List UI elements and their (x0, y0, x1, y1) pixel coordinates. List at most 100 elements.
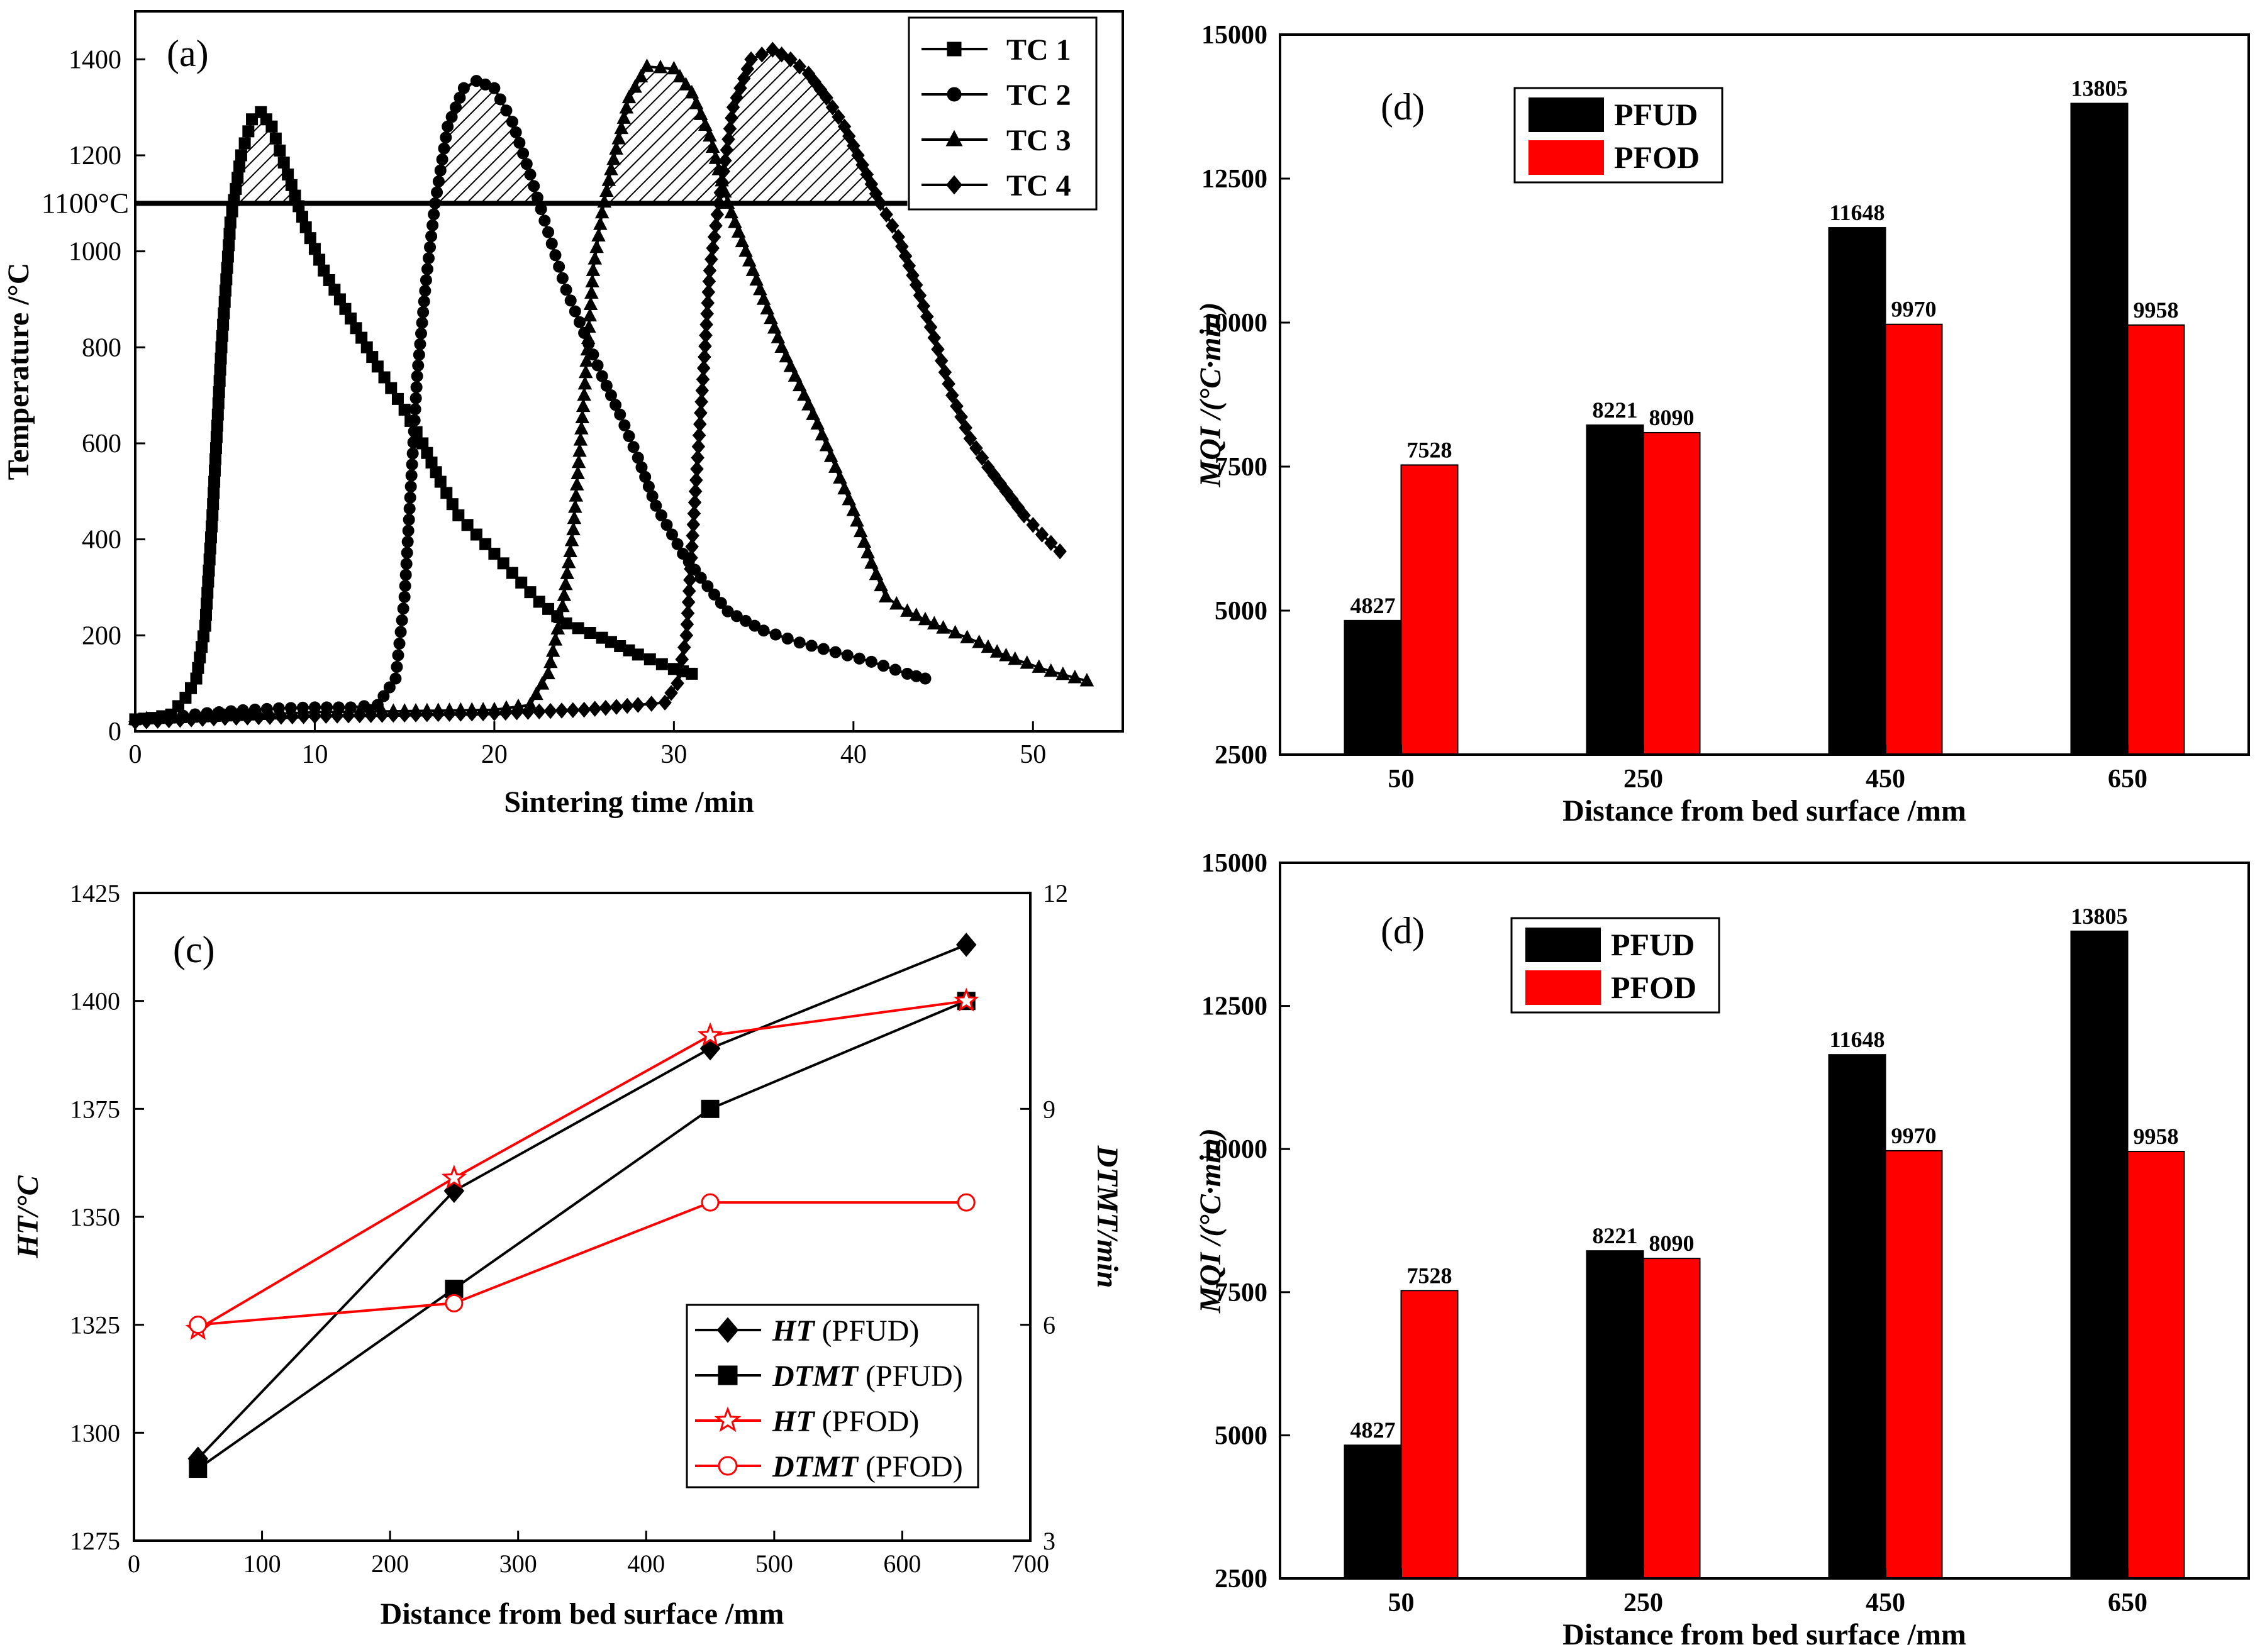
tc2-marker (414, 338, 426, 350)
tc1-marker (209, 453, 222, 465)
y-axis-title: MQI /(°C·min) (1194, 1128, 1227, 1314)
tc1-marker (323, 274, 335, 286)
tc1-marker (201, 586, 214, 599)
tc4-marker (693, 416, 707, 433)
tc4-marker (672, 663, 687, 680)
tc3-marker (563, 543, 577, 557)
tc4-marker (721, 131, 735, 148)
tc4-marker (755, 46, 769, 63)
tc3-marker (604, 162, 618, 175)
tc2-marker (436, 153, 448, 166)
y2-tick-label: 9 (1043, 1095, 1055, 1123)
tc4-marker (842, 128, 856, 145)
tc1-marker (208, 487, 220, 499)
tc1-marker (339, 302, 352, 315)
x-tick-label: 400 (627, 1549, 665, 1578)
tc3-marker (585, 274, 599, 287)
marker-ht-pfod (954, 987, 979, 1012)
legend-marker (947, 87, 962, 102)
tc2-marker (877, 660, 889, 672)
tc2-marker (715, 597, 727, 609)
tc1-marker (350, 322, 362, 335)
legend-label: TC 1 (1006, 33, 1071, 67)
tc4-marker (723, 120, 737, 137)
x-tick-label: 0 (129, 740, 142, 769)
tc3-marker (574, 421, 589, 435)
tc2-marker (412, 359, 425, 372)
tc2-marker (426, 219, 439, 231)
tc4-marker (1026, 517, 1040, 533)
tc3-marker (1020, 655, 1035, 669)
tc4-marker (699, 316, 713, 333)
tc2-marker (660, 519, 673, 531)
y-tick-label: 1350 (70, 1203, 120, 1231)
tc2-marker (646, 490, 659, 502)
tc4-marker (555, 702, 569, 719)
tc2-marker (434, 164, 447, 177)
tc1-marker (217, 318, 230, 331)
tc2-marker (509, 126, 522, 138)
tc2-marker (488, 82, 501, 94)
tc3-marker (860, 545, 875, 558)
tc4-marker (813, 81, 828, 98)
tc4-marker (521, 704, 535, 720)
tc1-marker (231, 172, 244, 184)
tc3-marker (653, 59, 668, 74)
tc1-marker (235, 149, 247, 162)
tc1-marker (446, 498, 459, 511)
panel-label: (d) (1381, 86, 1425, 128)
legend-label: TC 3 (1006, 124, 1071, 157)
tc2-marker (410, 381, 423, 394)
tc3-marker (745, 262, 760, 276)
tc4-marker (685, 538, 699, 555)
legend-marker (718, 1365, 738, 1385)
tc4-marker (610, 699, 623, 715)
tc1-marker (313, 253, 326, 266)
tc4-marker (927, 330, 942, 346)
tc1-marker (461, 519, 474, 531)
tc3-marker (599, 183, 614, 197)
tc2-marker (438, 142, 450, 155)
tc1-marker (421, 446, 433, 459)
tc2-marker (632, 452, 644, 464)
tc1-marker (211, 419, 223, 432)
threshold-label: 1100°C (42, 187, 129, 219)
tc2-marker (549, 249, 562, 262)
bar-pfud-650 (2070, 103, 2129, 755)
tc3-marker (703, 128, 717, 142)
y-tick-label: 200 (82, 621, 121, 650)
tc1-marker (533, 596, 545, 608)
tc3-marker (571, 454, 586, 468)
legend-marker (945, 130, 963, 147)
bar-pfod-450 (1885, 1150, 1943, 1579)
tc2-marker (407, 436, 420, 448)
legend-label: HT (PFUD) (772, 1314, 919, 1348)
legend-box (686, 1304, 979, 1488)
tc4-marker (543, 702, 557, 719)
tc2-marker (408, 414, 421, 426)
tc2-marker (415, 327, 428, 340)
tc2-marker (418, 295, 430, 308)
tc4-marker (715, 174, 729, 191)
tc3-marker (948, 624, 962, 639)
tc3-marker (774, 339, 789, 353)
tc3-marker (667, 60, 681, 75)
tc2-marker (400, 558, 413, 570)
tc2-marker (919, 672, 932, 685)
x-tick-label: 20 (481, 740, 508, 769)
bar-value-label-pfod-650: 9958 (2134, 1124, 2179, 1149)
legend-label: PFUD (1614, 97, 1698, 132)
tc2-marker (421, 263, 433, 275)
tc2-marker (506, 116, 518, 128)
tc1-marker (209, 464, 221, 477)
tc2-marker (600, 379, 613, 392)
tc3-marker (819, 437, 834, 452)
tc2-marker (450, 101, 462, 114)
tc4-marker (487, 705, 501, 721)
tc4-marker (688, 483, 703, 500)
tc2-marker (396, 614, 408, 626)
tc3-marker (936, 620, 950, 634)
tc1-marker (226, 205, 238, 218)
tc3-marker (735, 233, 750, 248)
tc1-marker (282, 169, 294, 181)
